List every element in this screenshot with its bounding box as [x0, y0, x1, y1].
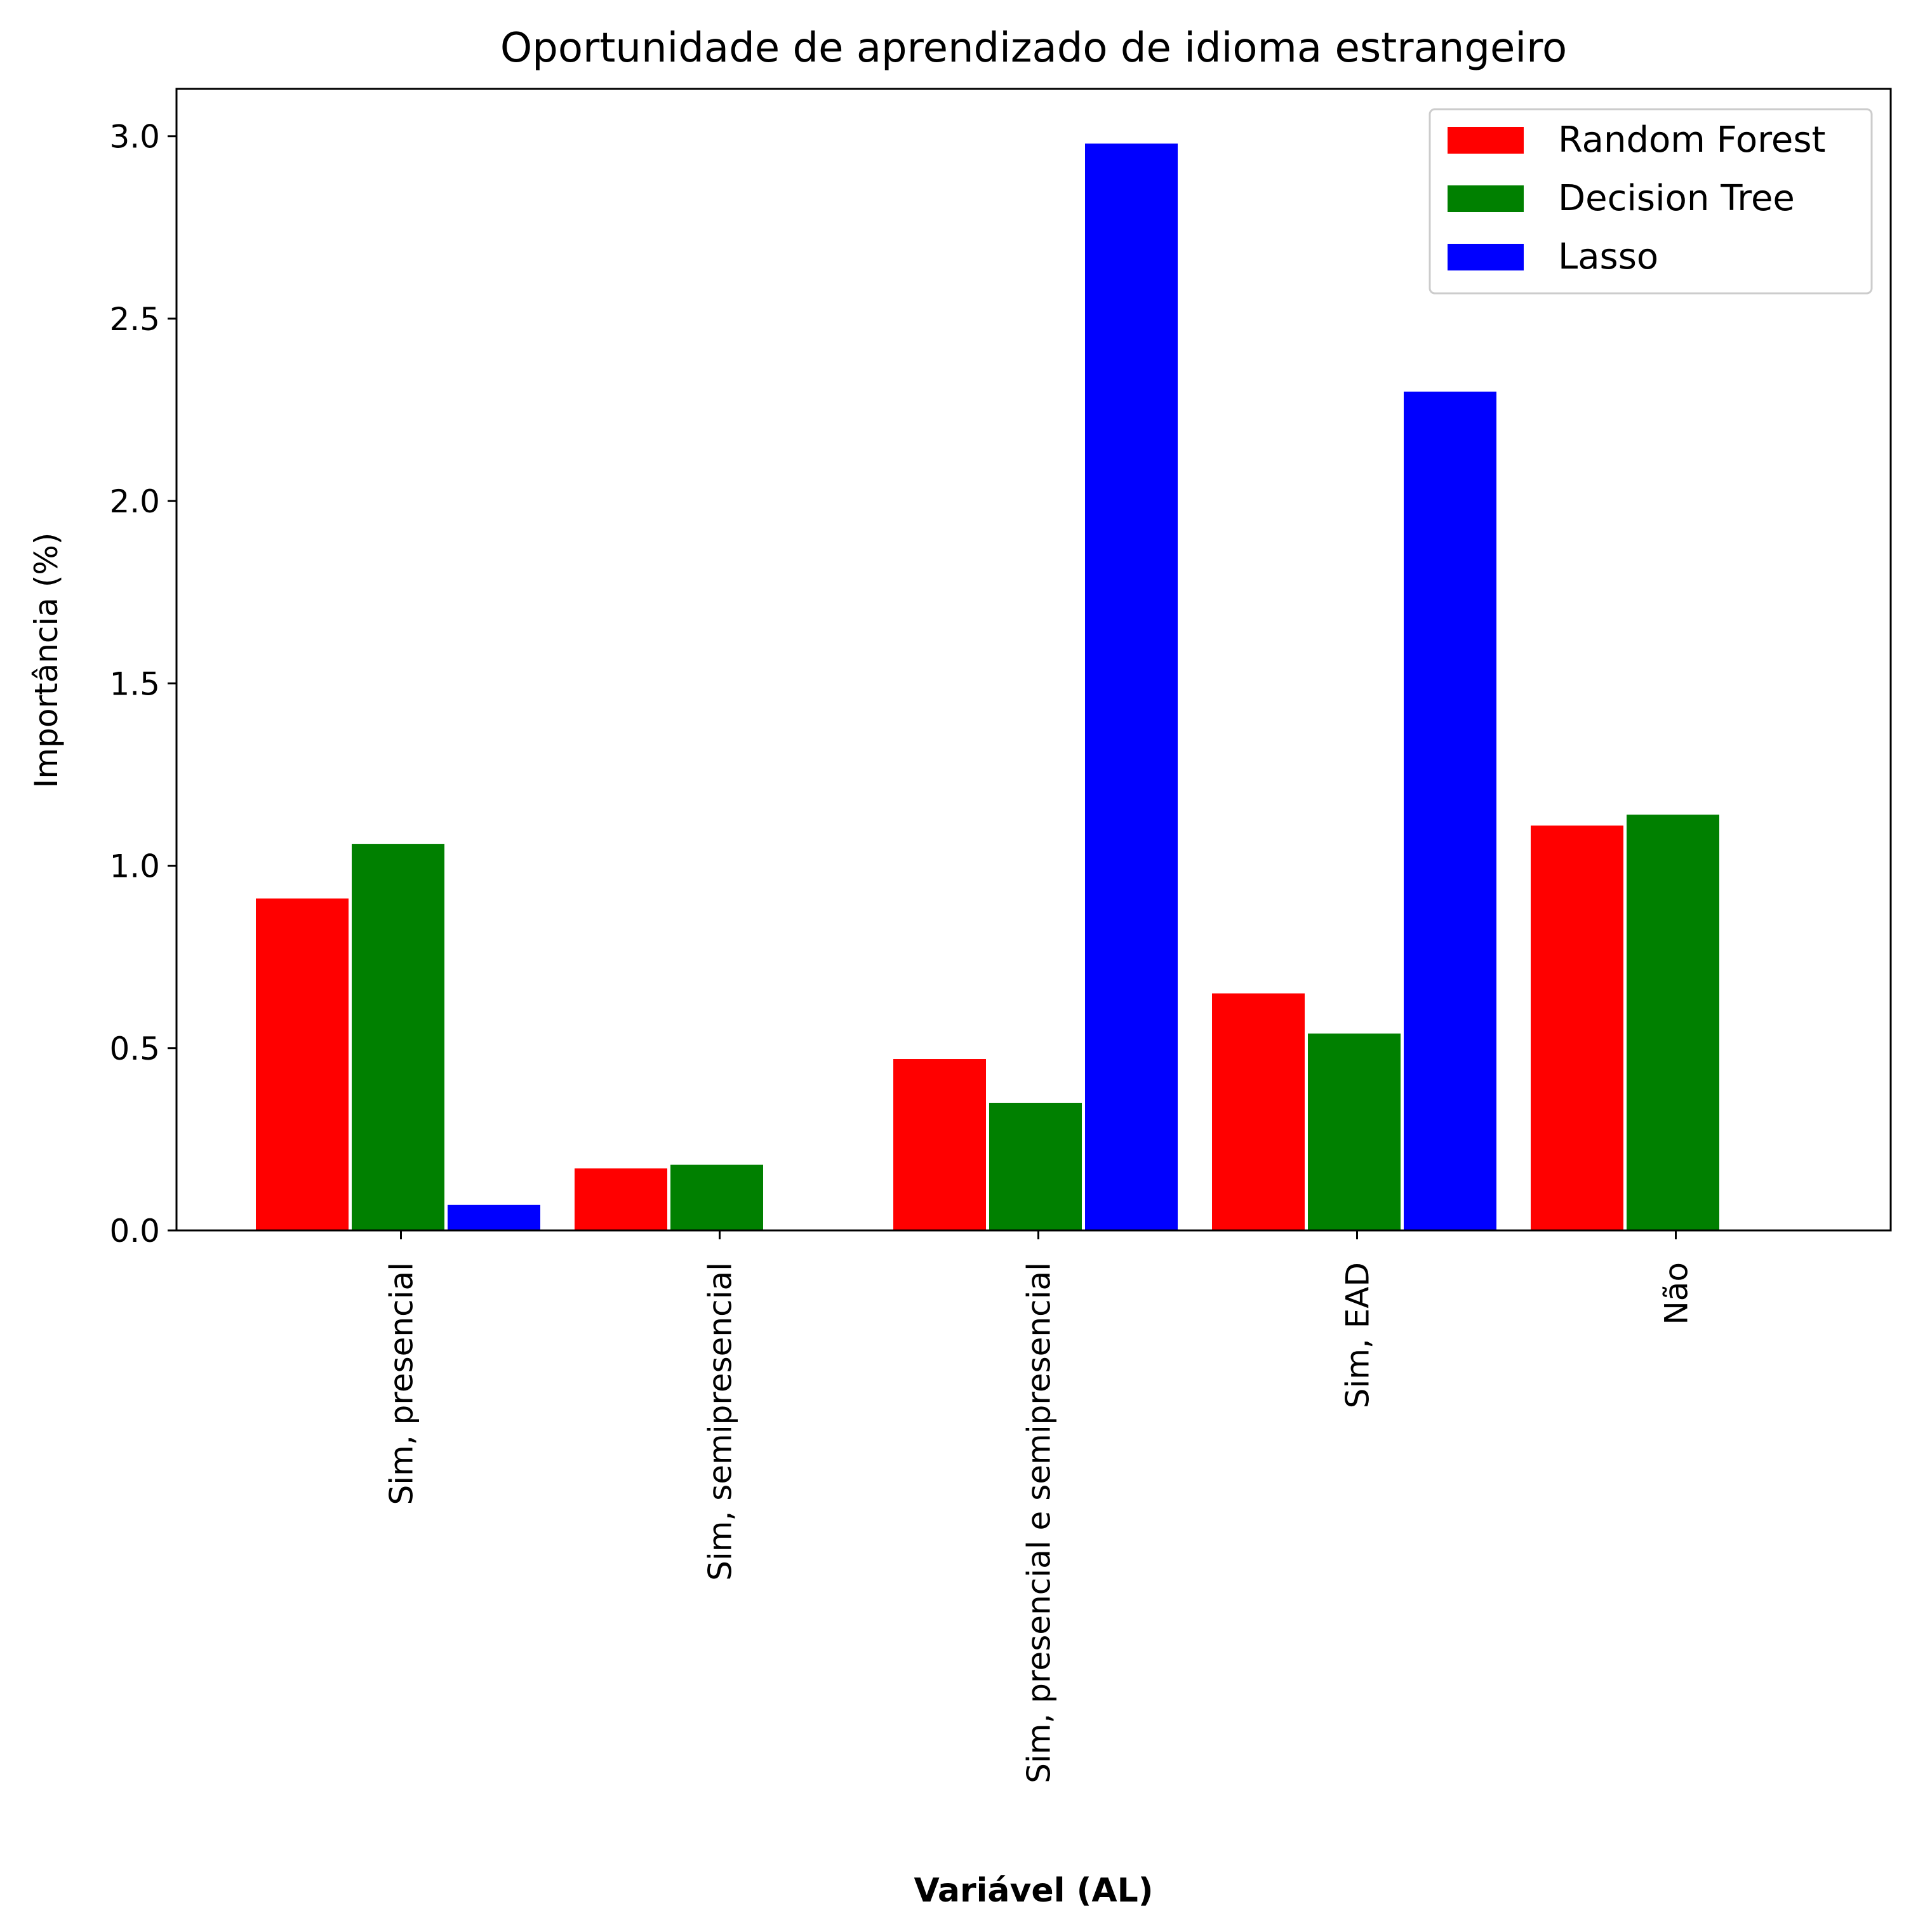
- x-axis-label: Variável (AL): [914, 1872, 1153, 1910]
- x-tick-label: Não: [1658, 1262, 1695, 1325]
- y-tick-label: 1.5: [109, 665, 160, 702]
- legend-label: Random Forest: [1558, 119, 1826, 161]
- legend-swatch: [1448, 127, 1524, 154]
- y-axis-label: Importância (%): [28, 533, 65, 789]
- legend: Random Forest Decision Tree Lasso: [1429, 108, 1873, 295]
- bar-decision-tree: [989, 1102, 1082, 1230]
- bars-group: [256, 143, 1719, 1231]
- bar-random-forest: [1531, 825, 1623, 1230]
- y-tick-label: 0.0: [109, 1213, 160, 1249]
- plot-frame: [175, 88, 1892, 1232]
- y-axis: 0.0 0.5 1.0 1.5 2.0 2.5 3.0: [109, 119, 176, 1249]
- bar-decision-tree: [1308, 1033, 1401, 1230]
- x-tick-label: Sim, presencial: [383, 1262, 420, 1505]
- x-tick-label: Sim, semipresencial: [702, 1262, 739, 1581]
- bar-decision-tree: [352, 844, 444, 1230]
- bar-lasso: [1404, 391, 1496, 1231]
- bar-decision-tree: [670, 1164, 763, 1230]
- x-tick-label: Sim, presencial e semipresencial: [1021, 1262, 1058, 1783]
- bar-decision-tree: [1627, 815, 1719, 1230]
- bar-lasso: [448, 1204, 540, 1230]
- legend-label: Lasso: [1558, 236, 1658, 277]
- y-tick-label: 1.0: [109, 848, 160, 885]
- y-tick-label: 2.0: [109, 483, 160, 520]
- y-tick-label: 2.5: [109, 301, 160, 338]
- bar-random-forest: [1212, 993, 1305, 1230]
- x-axis: Sim, presencial Sim, semipresencial Sim, p…: [383, 1230, 1695, 1783]
- legend-label: Decision Tree: [1558, 178, 1795, 219]
- bar-lasso: [1085, 143, 1178, 1230]
- legend-swatch: [1448, 244, 1524, 270]
- chart-title: Oportunidade de aprendizado de idioma es…: [500, 25, 1567, 72]
- x-tick-label: Sim, EAD: [1340, 1262, 1376, 1408]
- bar-random-forest: [575, 1168, 667, 1230]
- y-tick-label: 0.5: [109, 1030, 160, 1067]
- legend-swatch: [1448, 185, 1524, 212]
- bar-random-forest: [893, 1059, 986, 1230]
- y-tick-label: 3.0: [109, 119, 160, 156]
- bar-random-forest: [256, 898, 349, 1230]
- legend-box: [1429, 108, 1873, 295]
